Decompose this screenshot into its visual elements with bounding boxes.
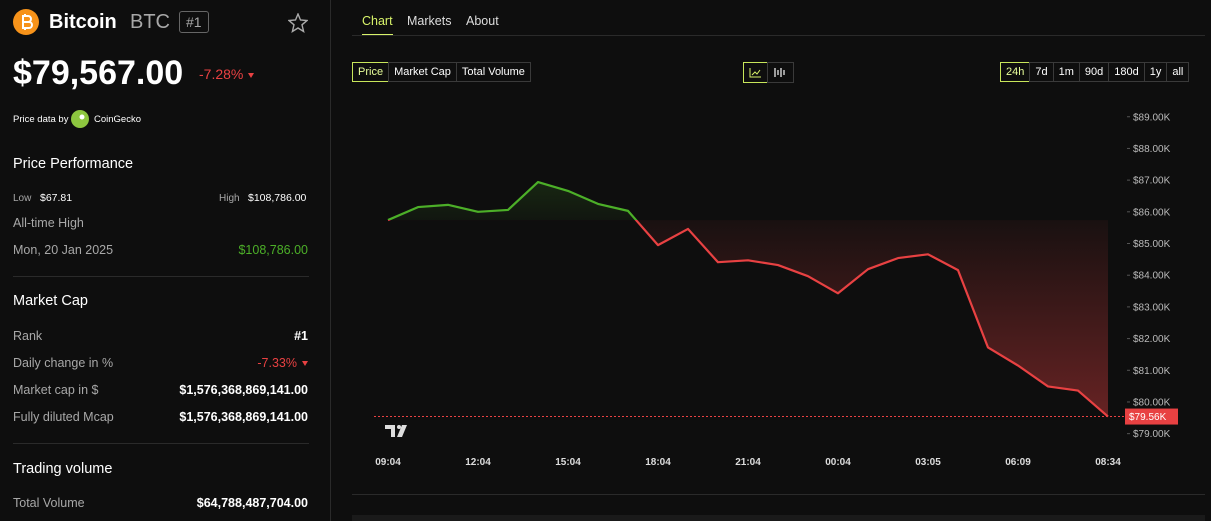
panel-edge [352,515,1205,521]
button[interactable]: 180d [1108,62,1145,82]
row-label: Rank [13,329,43,343]
y-tick-label: $87.00K [1133,176,1171,187]
y-tick-label: $80.00K [1133,397,1171,408]
y-tick-label: $88.00K [1133,144,1171,155]
tab[interactable]: Markets [407,14,452,28]
row-label: Fully diluted Mcap [13,410,114,424]
ath-date: Mon, 20 Jan 2025 [13,243,114,257]
button[interactable]: Price [352,62,390,82]
row-value: $64,788,487,704.00 [196,496,308,510]
source-provider[interactable]: CoinGecko [94,114,141,125]
left-panel [0,0,331,521]
x-tick-label: 15:04 [555,457,581,468]
chart-style-toggle[interactable] [743,62,795,83]
divider [352,494,1205,495]
rank-badge: #1 [179,11,209,33]
button[interactable]: 1y [1143,62,1168,82]
button[interactable]: 1m [1052,62,1080,82]
metric-buttons: Price Market Cap Total Volume [352,62,531,82]
y-tick-label: $84.00K [1133,271,1171,282]
row-value: $1,576,368,869,141.00 [179,383,308,397]
x-tick-label: 00:04 [825,457,851,468]
row-label: Market cap in $ [13,383,99,397]
x-tick-label: 09:04 [375,457,401,468]
change-value: -7.33% [257,356,297,370]
y-tick-label: $81.00K [1133,366,1171,377]
price: $79,567.00 [13,54,184,92]
price-change: -7.28% [199,66,255,82]
y-tick-label: $82.00K [1133,334,1171,345]
y-tick-label: $85.00K [1133,239,1171,250]
high-value: $108,786.00 [248,192,307,204]
x-tick-label: 03:05 [915,457,941,468]
section-title: Price Performance [13,156,134,172]
ath-label: All-time High [13,216,84,230]
button[interactable]: 90d [1078,62,1110,82]
coin-name: Bitcoin [49,11,117,33]
tab[interactable]: About [466,14,499,28]
bitcoin-icon [13,9,39,35]
down-arrow [248,72,255,78]
button[interactable]: Total Volume [455,62,531,82]
coingecko-icon [71,110,89,128]
row-value: $1,576,368,869,141.00 [179,410,308,424]
row-label: Daily change in % [13,356,114,370]
section-title: Market Cap [13,293,88,309]
row-value: #1 [294,329,308,343]
button[interactable]: Market Cap [388,62,457,82]
low-label: Low [13,193,32,204]
x-tick-label: 12:04 [465,457,491,468]
row-value: -7.33% [257,356,308,370]
tab[interactable]: Chart [362,14,393,35]
button[interactable]: all [1166,62,1190,82]
button[interactable]: 7d [1029,62,1054,82]
last-price-label: $79.56K [1129,412,1167,423]
x-tick-label: 06:09 [1005,457,1031,468]
coin-symbol: BTC [130,11,170,33]
x-tick-label: 08:34 [1095,457,1121,468]
tradingview-logo [385,425,407,437]
area [388,182,1108,417]
range-buttons: 24h 7d 1m 90d 180d 1y all [1000,62,1190,82]
price-chart: $79.00K $80.00K $81.00K $82.00K $83.00K $84.0… [374,112,1178,468]
x-tick-label: 18:04 [645,457,671,468]
price-change-value: -7.28% [199,66,244,82]
button[interactable]: 24h [1000,62,1031,82]
low-value: $67.81 [40,192,73,204]
source-label: Price data by [13,114,69,125]
ath-value: $108,786.00 [238,243,308,257]
price-line [387,180,1109,418]
y-tick-label: $89.00K [1133,112,1171,123]
y-tick-label: $86.00K [1133,207,1171,218]
divider [13,443,309,444]
y-tick-label: $83.00K [1133,302,1171,313]
x-tick-label: 21:04 [735,457,761,468]
down-arrow [302,361,308,367]
y-tick-label: $79.00K [1133,429,1171,440]
row-label: Total Volume [13,496,85,510]
divider [13,276,309,277]
divider [352,35,1205,36]
last-price-box [1125,408,1178,425]
high-label: High [219,193,240,204]
star-button[interactable] [288,13,308,33]
section-title: Trading volume [13,461,113,477]
